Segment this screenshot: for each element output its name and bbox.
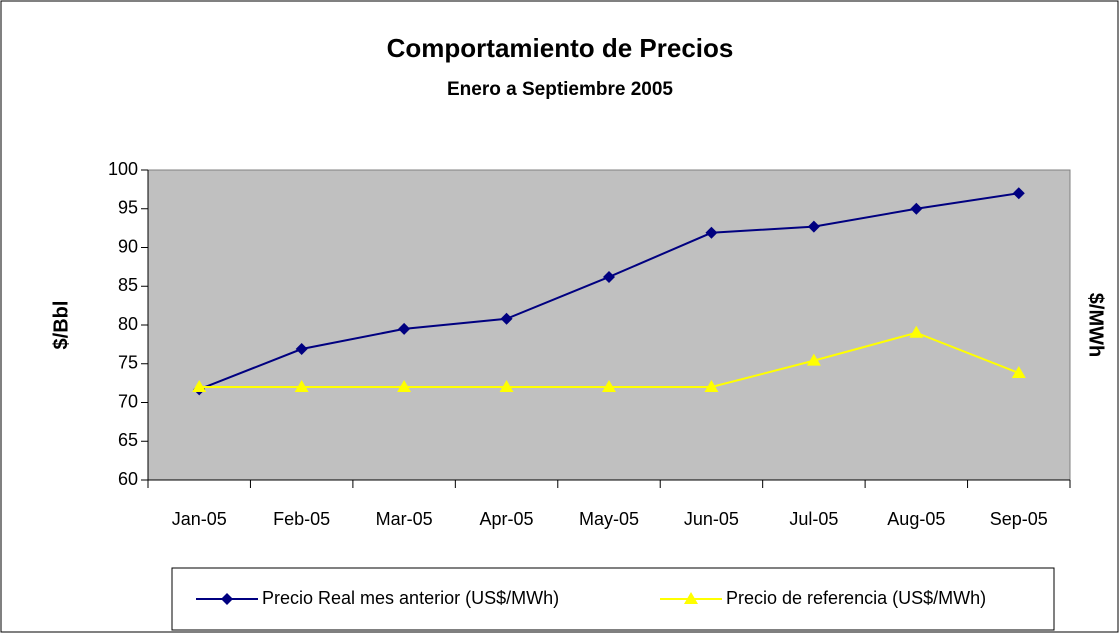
x-tick-label: Jul-05 <box>789 509 838 529</box>
x-tick-label: Feb-05 <box>273 509 330 529</box>
y-axis-label: $/Bbl <box>50 301 72 350</box>
marker <box>704 380 719 392</box>
y-tick-label: 90 <box>118 236 138 256</box>
legend-label: Precio de referencia (US$/MWh) <box>726 588 986 608</box>
x-tick-label: Sep-05 <box>990 509 1048 529</box>
y-tick-label: 80 <box>118 314 138 334</box>
x-tick-label: Apr-05 <box>480 509 534 529</box>
marker <box>806 353 821 366</box>
marker <box>705 226 718 239</box>
legend-label: Precio Real mes anterior (US$/MWh) <box>262 588 559 608</box>
marker <box>398 322 411 335</box>
marker <box>603 270 615 283</box>
chart-title: Comportamiento de Precios <box>387 33 734 63</box>
plot-area <box>147 169 1071 481</box>
marker <box>909 325 924 338</box>
marker <box>294 380 309 392</box>
marker <box>807 220 820 233</box>
y-tick-label: 65 <box>118 430 138 450</box>
y-tick-label: 60 <box>118 469 138 489</box>
marker <box>397 380 412 392</box>
y-tick-label: 95 <box>118 198 138 218</box>
marker <box>1011 366 1026 379</box>
marker <box>910 202 923 215</box>
legend-box <box>171 567 1055 631</box>
y2-axis-label: $/MWh <box>1085 293 1107 357</box>
x-tick-label: Jun-05 <box>684 509 739 529</box>
x-tick-label: May-05 <box>579 509 639 529</box>
marker <box>684 592 698 604</box>
y-tick-label: 70 <box>118 391 138 411</box>
x-tick-label: Jan-05 <box>172 509 227 529</box>
y-tick-label: 85 <box>118 275 138 295</box>
marker <box>602 380 616 392</box>
x-tick-label: Aug-05 <box>887 509 945 529</box>
marker <box>500 312 513 325</box>
y-tick-label: 75 <box>118 353 138 373</box>
y-tick-label: 100 <box>108 159 138 179</box>
chart-subtitle: Enero a Septiembre 2005 <box>447 79 673 100</box>
marker <box>192 380 207 392</box>
marker <box>1012 187 1025 200</box>
marker <box>295 343 308 356</box>
marker <box>499 380 514 392</box>
x-tick-label: Mar-05 <box>376 509 433 529</box>
marker <box>221 593 233 605</box>
